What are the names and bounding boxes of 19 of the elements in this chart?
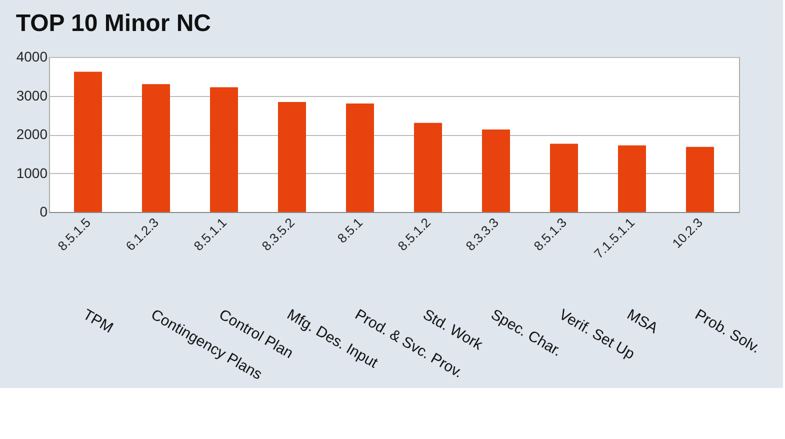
bar bbox=[346, 104, 374, 212]
bar bbox=[686, 146, 714, 212]
bar bbox=[74, 72, 102, 212]
bar bbox=[142, 84, 170, 212]
text: Prob. Solv. bbox=[692, 306, 764, 357]
bar bbox=[210, 87, 238, 212]
y-tick-label: 1000 bbox=[16, 164, 48, 181]
bar bbox=[482, 129, 510, 212]
chart-title: TOP 10 Minor NC bbox=[16, 10, 212, 37]
text: MSA bbox=[624, 306, 661, 338]
bar bbox=[414, 122, 442, 212]
bar bbox=[618, 145, 646, 212]
y-tick-label: 4000 bbox=[16, 48, 48, 64]
bar bbox=[550, 144, 578, 212]
bar bbox=[278, 102, 306, 212]
y-tick-label: 0 bbox=[40, 204, 48, 220]
text: TPM bbox=[80, 306, 116, 337]
y-tick-label: 3000 bbox=[16, 87, 48, 104]
y-tick-label: 2000 bbox=[16, 126, 48, 142]
